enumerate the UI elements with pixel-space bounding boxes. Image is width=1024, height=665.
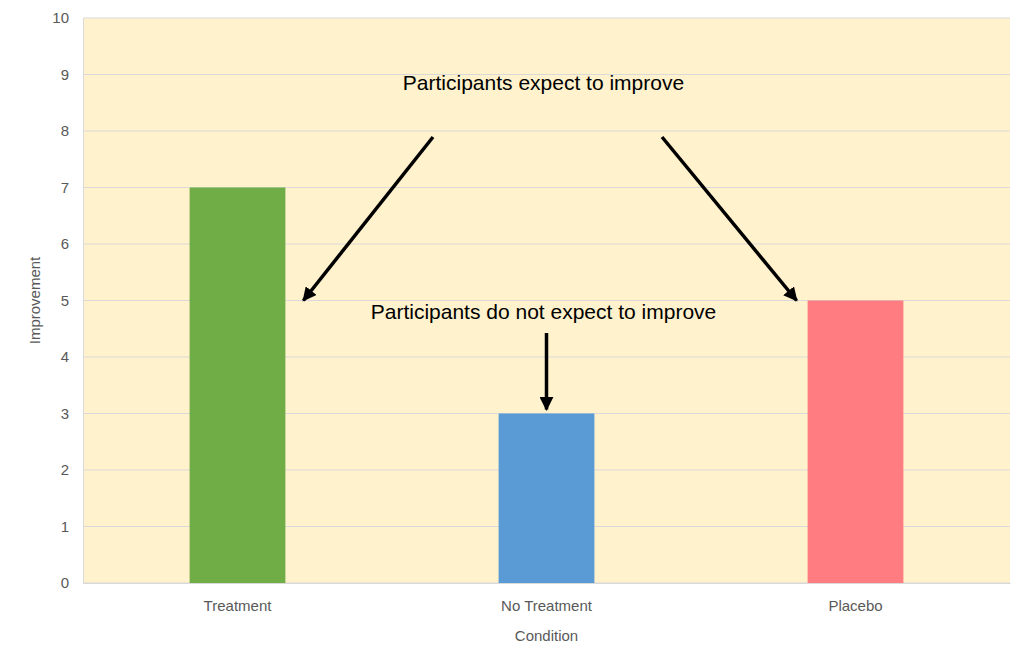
y-tick: 0 — [61, 574, 83, 591]
arrow — [303, 137, 433, 301]
x-tick-label: Placebo — [828, 597, 882, 614]
y-tick-label: 8 — [61, 122, 69, 139]
y-tick-label: 5 — [61, 292, 69, 309]
y-tick: 4 — [61, 348, 83, 365]
y-axis: 0 1 2 3 4 5 6 7 8 9 10 — [52, 9, 83, 591]
y-tick-label: 10 — [52, 9, 69, 26]
y-tick: 2 — [61, 461, 83, 478]
x-tick: No Treatment — [501, 583, 593, 614]
y-tick-label: 3 — [61, 405, 69, 422]
y-axis-title: Improvement — [26, 256, 43, 344]
grid-line — [83, 18, 1010, 19]
y-tick-label: 4 — [61, 348, 69, 365]
plot-background — [83, 18, 1010, 583]
annotations: Participants expect to improve Participan… — [303, 71, 796, 410]
arrow — [662, 137, 797, 301]
y-axis-line — [83, 19, 84, 584]
plot: 0 1 2 3 4 5 6 7 8 9 10 Treatment No Treatment Placebo — [52, 9, 1010, 613]
y-tick-label: 9 — [61, 66, 69, 83]
y-tick: 1 — [61, 518, 83, 535]
x-axis-title: Condition — [515, 627, 578, 644]
y-tick: 7 — [61, 179, 83, 196]
x-tick-label: No Treatment — [501, 597, 593, 614]
y-tick: 9 — [61, 66, 83, 83]
annotation: Participants do not expect to improve — [371, 300, 717, 323]
bar — [190, 188, 286, 584]
bars — [190, 188, 904, 584]
y-tick: 3 — [61, 405, 83, 422]
y-tick-label: 2 — [61, 461, 69, 478]
y-tick-label: 7 — [61, 179, 69, 196]
x-tick: Placebo — [828, 583, 882, 614]
grid-line — [83, 131, 1010, 132]
y-tick: 8 — [61, 122, 83, 139]
x-tick: Treatment — [204, 583, 273, 614]
annotation: Participants expect to improve — [403, 71, 684, 94]
y-tick-label: 0 — [61, 574, 69, 591]
x-tick-label: Treatment — [204, 597, 273, 614]
y-tick: 5 — [61, 292, 83, 309]
x-axis: Treatment No Treatment Placebo — [84, 583, 1011, 614]
y-tick-label: 6 — [61, 235, 69, 252]
grid — [83, 18, 1010, 583]
chart: 0 1 2 3 4 5 6 7 8 9 10 Treatment No Treatment Placebo… — [0, 0, 1024, 665]
y-tick-label: 1 — [61, 518, 69, 535]
arrow — [545, 333, 549, 410]
y-tick: 10 — [52, 9, 83, 26]
bar — [808, 301, 904, 584]
x-axis-line — [84, 583, 1011, 584]
bar — [499, 414, 595, 584]
y-tick: 6 — [61, 235, 83, 252]
